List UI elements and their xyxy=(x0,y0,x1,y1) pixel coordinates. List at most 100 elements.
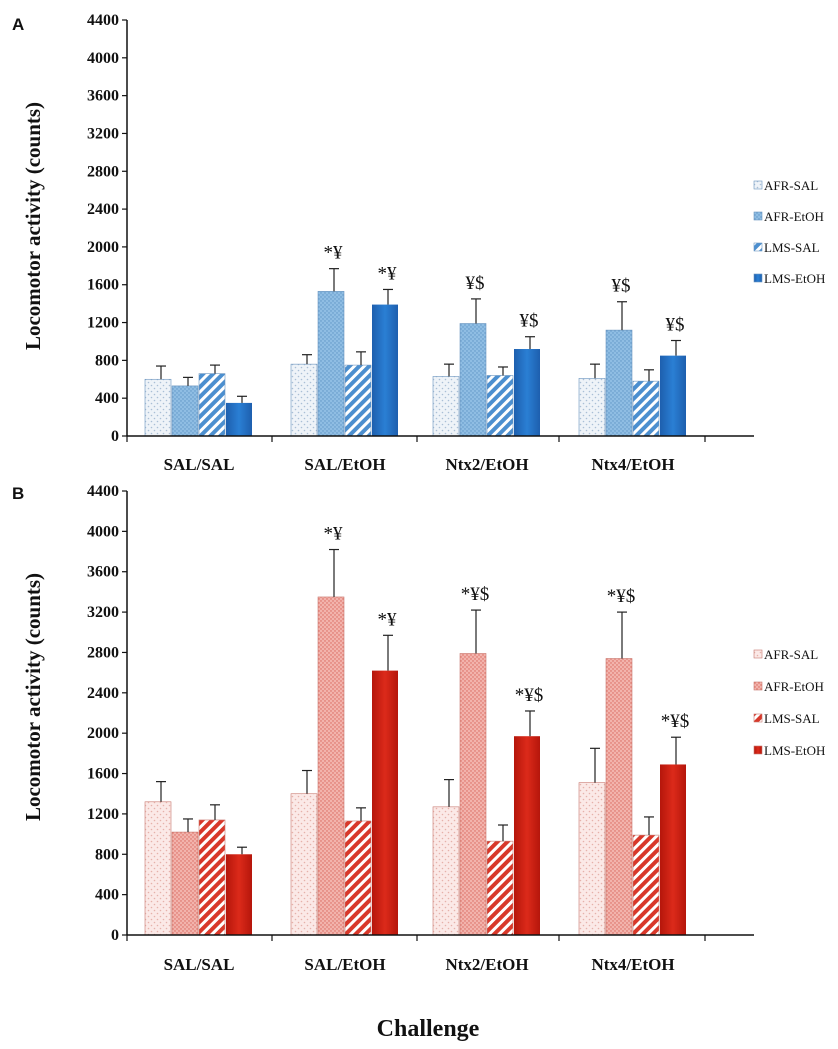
bar xyxy=(660,355,686,436)
panel-b: B Locomotor activity (counts) 0 400 800 120… xyxy=(12,483,825,974)
bar xyxy=(486,840,514,936)
x-tick-label: SAL/EtOH xyxy=(304,955,385,974)
panel-a-letter: A xyxy=(12,15,24,34)
panel-b-bars: *¥ *¥$ *¥$ *¥ *¥$ *¥$ xyxy=(144,524,690,936)
y-tick-label: 1600 xyxy=(87,766,119,783)
significance-label: *¥ xyxy=(378,609,398,630)
bar xyxy=(605,658,633,936)
significance-label: ¥$ xyxy=(612,276,631,297)
legend-label: LMS-SAL xyxy=(764,240,820,255)
y-tick-label: 400 xyxy=(95,887,119,904)
y-tick-label: 4400 xyxy=(87,483,119,500)
bar xyxy=(372,670,398,935)
legend-label: LMS-EtOH xyxy=(764,743,825,758)
y-tick-label: 2800 xyxy=(87,644,119,661)
bar xyxy=(144,378,172,437)
legend-swatch xyxy=(753,649,763,659)
y-tick-label: 2000 xyxy=(87,725,119,742)
bar xyxy=(605,329,633,437)
panel-a-x-axis: SAL/SAL SAL/EtOH Ntx2/EtOH Ntx4/EtOH xyxy=(126,435,754,474)
bar xyxy=(514,349,540,436)
y-tick-label: 3200 xyxy=(87,125,119,142)
bar xyxy=(198,373,226,437)
significance-label: ¥$ xyxy=(520,311,539,332)
bar xyxy=(432,376,460,437)
bar xyxy=(290,793,318,936)
legend-label: AFR-EtOH xyxy=(764,679,824,694)
panel-b-x-axis: SAL/SAL SAL/EtOH Ntx2/EtOH Ntx4/EtOH xyxy=(126,934,754,974)
y-tick-label: 3200 xyxy=(87,604,119,621)
significance-label: ¥$ xyxy=(666,315,685,336)
bar xyxy=(632,834,660,936)
y-tick-label: 400 xyxy=(95,390,119,407)
significance-label: *¥ xyxy=(324,243,344,264)
significance-label: *¥ xyxy=(324,524,344,545)
panel-b-y-axis: 0 400 800 1200 1600 2000 2400 2800 3200 3600 4000 4… xyxy=(87,483,128,944)
legend-swatch xyxy=(753,273,763,283)
significance-label: *¥$ xyxy=(515,685,544,706)
panel-a-legend: AFR-SAL AFR-EtOH LMS-SAL LMS-EtOH xyxy=(753,178,825,286)
y-tick-label: 3600 xyxy=(87,564,119,581)
bar xyxy=(226,854,252,935)
bar xyxy=(432,806,460,936)
x-tick-label: SAL/SAL xyxy=(164,955,235,974)
panel-b-legend: AFR-SAL AFR-EtOH LMS-SAL LMS-EtOH xyxy=(753,647,825,758)
y-tick-label: 1200 xyxy=(87,806,119,823)
y-tick-label: 1200 xyxy=(87,315,119,332)
significance-label: *¥ xyxy=(378,263,398,284)
legend-swatch xyxy=(753,211,763,221)
legend-swatch xyxy=(753,242,763,252)
y-tick-label: 0 xyxy=(111,927,119,944)
bar xyxy=(514,736,540,935)
bar xyxy=(171,385,199,437)
y-tick-label: 4400 xyxy=(87,12,119,29)
bar xyxy=(660,764,686,935)
x-tick-label: Ntx2/EtOH xyxy=(445,455,528,474)
legend-swatch xyxy=(753,180,763,190)
panel-b-letter: B xyxy=(12,484,24,503)
x-tick-label: Ntx4/EtOH xyxy=(591,455,674,474)
significance-label: *¥$ xyxy=(607,586,636,607)
bar xyxy=(459,323,487,437)
bar xyxy=(632,380,660,437)
y-tick-label: 2400 xyxy=(87,201,119,218)
x-tick-label: SAL/SAL xyxy=(164,455,235,474)
legend-swatch xyxy=(753,713,763,723)
bar xyxy=(198,819,226,936)
bar xyxy=(486,375,514,437)
significance-label: ¥$ xyxy=(466,273,485,294)
legend-label: AFR-SAL xyxy=(764,178,818,193)
legend-label: AFR-EtOH xyxy=(764,209,824,224)
y-tick-label: 1600 xyxy=(87,277,119,294)
legend-swatch xyxy=(753,681,763,691)
bar xyxy=(317,291,345,437)
y-tick-label: 3600 xyxy=(87,88,119,105)
legend-label: LMS-EtOH xyxy=(764,271,825,286)
bar xyxy=(578,378,606,437)
panel-b-ylabel: Locomotor activity (counts) xyxy=(21,573,45,821)
y-tick-label: 800 xyxy=(95,846,119,863)
bar xyxy=(317,596,345,936)
bar xyxy=(171,831,199,936)
y-tick-label: 4000 xyxy=(87,50,119,67)
bar xyxy=(459,653,487,936)
x-tick-label: SAL/EtOH xyxy=(304,455,385,474)
panel-a-y-axis: 0 400 800 1200 1600 2000 2400 2800 3200 3600 4000 4… xyxy=(87,12,128,445)
bar xyxy=(226,402,252,436)
x-tick-label: Ntx2/EtOH xyxy=(445,955,528,974)
legend-label: AFR-SAL xyxy=(764,647,818,662)
bar xyxy=(144,801,172,936)
panel-a-ylabel: Locomotor activity (counts) xyxy=(21,102,45,350)
y-tick-label: 4000 xyxy=(87,523,119,540)
legend-label: LMS-SAL xyxy=(764,711,820,726)
panel-a: A Locomotor activity (counts) 0 400 800 120… xyxy=(12,12,825,474)
bar xyxy=(372,304,398,436)
y-tick-label: 0 xyxy=(111,428,119,445)
bar xyxy=(578,782,606,936)
bar xyxy=(344,820,372,936)
bar xyxy=(344,364,372,437)
significance-label: *¥$ xyxy=(461,584,490,605)
legend-swatch xyxy=(753,745,763,755)
panel-a-bars: *¥ ¥$ ¥$ *¥ ¥$ ¥$ xyxy=(144,243,686,437)
significance-label: *¥$ xyxy=(661,711,690,732)
